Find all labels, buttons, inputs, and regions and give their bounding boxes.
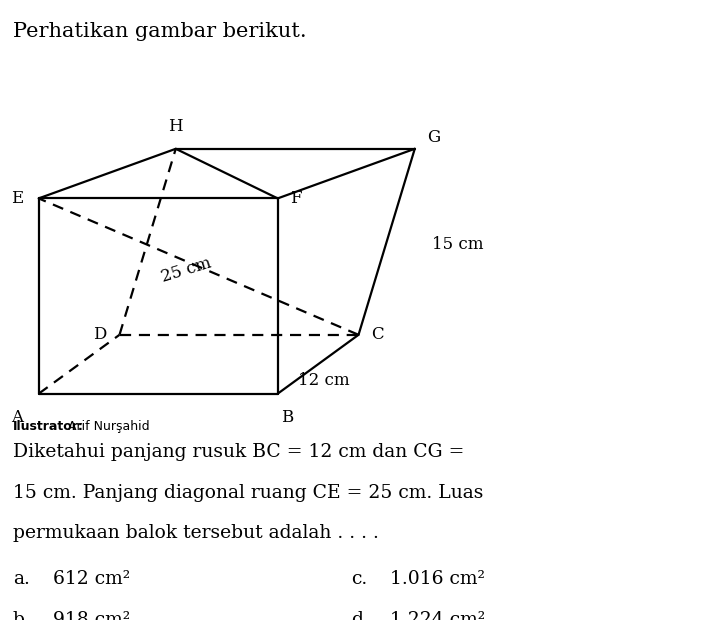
Text: permukaan balok tersebut adalah . . . .: permukaan balok tersebut adalah . . . . (13, 524, 378, 542)
Text: C: C (371, 326, 384, 343)
Text: 15 cm: 15 cm (432, 236, 484, 254)
Text: Diketahui panjang rusuk BC = 12 cm dan CG =: Diketahui panjang rusuk BC = 12 cm dan C… (13, 443, 464, 461)
Text: E: E (11, 190, 23, 207)
Text: Perhatikan gambar berikut.: Perhatikan gambar berikut. (13, 22, 307, 41)
Text: Arif Nurşahid: Arif Nurşahid (64, 420, 150, 433)
Text: D: D (93, 326, 107, 343)
Text: 15 cm. Panjang diagonal ruang CE = 25 cm. Luas: 15 cm. Panjang diagonal ruang CE = 25 cm… (13, 484, 483, 502)
Text: A: A (11, 409, 23, 426)
Text: d.: d. (352, 611, 369, 620)
Text: H: H (169, 118, 183, 135)
Text: 612 cm²: 612 cm² (53, 570, 130, 588)
Text: 1.224 cm²: 1.224 cm² (390, 611, 485, 620)
Text: 918 cm²: 918 cm² (53, 611, 130, 620)
Text: B: B (281, 409, 293, 426)
Text: a.: a. (13, 570, 30, 588)
Text: b.: b. (13, 611, 30, 620)
Text: Ilustrator:: Ilustrator: (13, 420, 84, 433)
Text: c.: c. (352, 570, 368, 588)
Text: F: F (290, 190, 302, 207)
Text: 12 cm: 12 cm (297, 372, 349, 389)
Text: 25 cm: 25 cm (159, 254, 214, 285)
Text: 1.016 cm²: 1.016 cm² (390, 570, 485, 588)
Text: G: G (427, 129, 441, 146)
